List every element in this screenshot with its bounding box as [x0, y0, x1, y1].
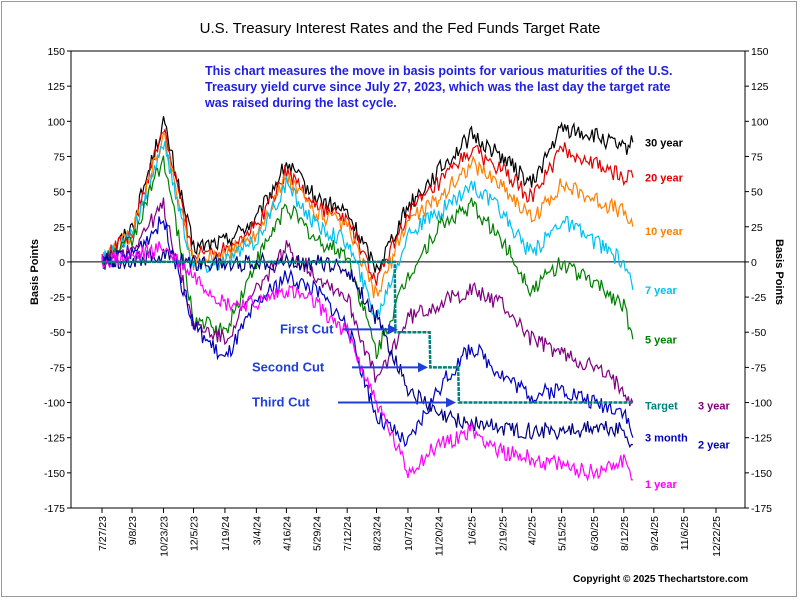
y-tick-label-left: 25 — [53, 222, 65, 234]
y-tick-label-left: 125 — [47, 81, 65, 93]
y-tick-label-right: 0 — [751, 257, 757, 269]
series-label-3-month: 3 month — [645, 433, 688, 445]
series-label-10-year: 10 year — [645, 226, 684, 238]
x-tick-label: 11/20/24 — [434, 516, 446, 556]
cut-label: Second Cut — [252, 359, 325, 374]
x-tick-label: 1/6/25 — [467, 516, 479, 545]
series-line-7-year — [101, 140, 634, 318]
y-tick-label-left: -75 — [50, 362, 65, 374]
y-tick-label-left: -150 — [44, 468, 65, 480]
x-tick-label: 9/24/25 — [649, 516, 661, 551]
y-axis-label-right: Basis Points — [773, 238, 786, 306]
series-line-1-year — [101, 241, 633, 482]
y-tick-label-left: -175 — [44, 503, 65, 515]
series-line-3-month — [101, 248, 634, 449]
x-tick-label: 5/15/25 — [557, 516, 569, 551]
y-tick-label-right: 100 — [751, 116, 769, 128]
cut-arrow-head — [446, 397, 456, 408]
x-tick-label: 9/8/23 — [127, 516, 139, 545]
series-line-3-year — [101, 197, 634, 407]
y-tick-label-right: 75 — [751, 151, 763, 163]
series-label-3-year: 3 year — [698, 400, 731, 412]
series-label-1-year: 1 year — [645, 479, 678, 491]
series-line-30-year — [101, 116, 634, 273]
series-label-Target: Target — [645, 400, 678, 412]
y-tick-label-left: -125 — [44, 433, 65, 445]
x-tick-label: 2/19/25 — [497, 516, 509, 551]
y-tick-label-left: 50 — [53, 187, 65, 199]
y-tick-label-left: -25 — [50, 292, 65, 304]
cut-arrow-head — [418, 362, 428, 373]
y-tick-label-left: -50 — [50, 327, 65, 339]
y-axis-label-left: Basis Points — [29, 238, 42, 306]
x-tick-label: 7/27/23 — [97, 516, 109, 551]
series-line-20-year — [101, 127, 634, 286]
x-tick-label: 4/2/25 — [527, 516, 539, 545]
y-tick-label-right: 50 — [751, 187, 763, 199]
series-label-7-year: 7 year — [645, 285, 678, 297]
y-tick-label-left: -100 — [44, 398, 65, 410]
y-tick-label-right: 25 — [751, 222, 763, 234]
cut-label: First Cut — [280, 321, 334, 336]
x-tick-label: 7/12/24 — [342, 516, 354, 551]
y-tick-label-right: -50 — [751, 327, 766, 339]
copyright-text: Copyright © 2025 Thechartstore.com — [573, 574, 749, 585]
series-label-2-year: 2 year — [698, 440, 731, 452]
y-tick-label-right: 150 — [751, 46, 769, 58]
y-tick-label-left: 150 — [47, 46, 65, 58]
y-tick-label-right: -150 — [751, 468, 772, 480]
series-line-10-year — [101, 130, 634, 299]
x-tick-label: 8/23/24 — [372, 516, 384, 551]
series-label-20-year: 20 year — [645, 173, 684, 185]
x-tick-label: 11/6/25 — [679, 516, 691, 550]
x-tick-label: 1/19/24 — [220, 516, 232, 551]
x-tick-label: 12/5/23 — [189, 516, 201, 551]
x-tick-label: 12/22/25 — [711, 516, 723, 557]
series-line-target — [102, 260, 633, 404]
x-tick-label: 10/7/24 — [403, 516, 415, 551]
series-label-5-year: 5 year — [645, 334, 678, 346]
y-tick-label-right: -175 — [751, 503, 772, 515]
cut-arrow-head — [388, 324, 398, 335]
y-tick-label-right: 125 — [751, 81, 769, 93]
series-line-2-year — [101, 216, 634, 448]
y-tick-label-left: 75 — [53, 151, 65, 163]
x-tick-label: 5/29/24 — [311, 516, 323, 551]
y-tick-label-right: -75 — [751, 362, 766, 374]
x-tick-label: 10/23/23 — [158, 516, 170, 557]
y-tick-label-left: 0 — [59, 257, 65, 269]
x-tick-label: 3/4/24 — [251, 516, 263, 545]
series-line-5-year — [101, 155, 634, 360]
x-tick-label: 8/12/25 — [619, 516, 631, 551]
y-tick-label-right: -25 — [751, 292, 766, 304]
series-label-30-year: 30 year — [645, 137, 684, 149]
y-tick-label-left: 100 — [47, 116, 65, 128]
x-tick-label: 4/16/24 — [281, 516, 293, 551]
x-tick-label: 6/30/25 — [589, 516, 601, 551]
chart-annotation: This chart measures the move in basis po… — [205, 64, 673, 110]
y-tick-label-right: -125 — [751, 433, 772, 445]
cut-label: Third Cut — [252, 395, 310, 410]
chart-title: U.S. Treasury Interest Rates and the Fed… — [199, 20, 601, 37]
y-tick-label-right: -100 — [751, 398, 772, 410]
